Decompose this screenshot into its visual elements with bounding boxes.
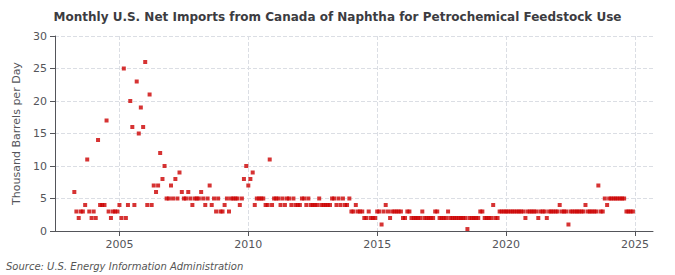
svg-text:20: 20 bbox=[33, 95, 47, 108]
svg-text:Thousand Barrels per Day: Thousand Barrels per Day bbox=[10, 62, 23, 206]
svg-text:2010: 2010 bbox=[234, 238, 262, 251]
svg-text:2015: 2015 bbox=[363, 238, 391, 251]
svg-text:0: 0 bbox=[40, 225, 47, 238]
svg-text:15: 15 bbox=[33, 127, 47, 140]
svg-text:10: 10 bbox=[33, 160, 47, 173]
svg-text:Source: U.S. Energy Informatio: Source: U.S. Energy Information Administ… bbox=[6, 261, 243, 272]
svg-text:5: 5 bbox=[40, 192, 47, 205]
svg-text:2025: 2025 bbox=[621, 238, 649, 251]
svg-text:Monthly U.S. Net Imports from: Monthly U.S. Net Imports from Canada of … bbox=[54, 10, 622, 24]
svg-text:2020: 2020 bbox=[492, 238, 520, 251]
svg-text:2005: 2005 bbox=[105, 238, 133, 251]
svg-text:25: 25 bbox=[33, 62, 47, 75]
svg-text:30: 30 bbox=[33, 30, 47, 43]
